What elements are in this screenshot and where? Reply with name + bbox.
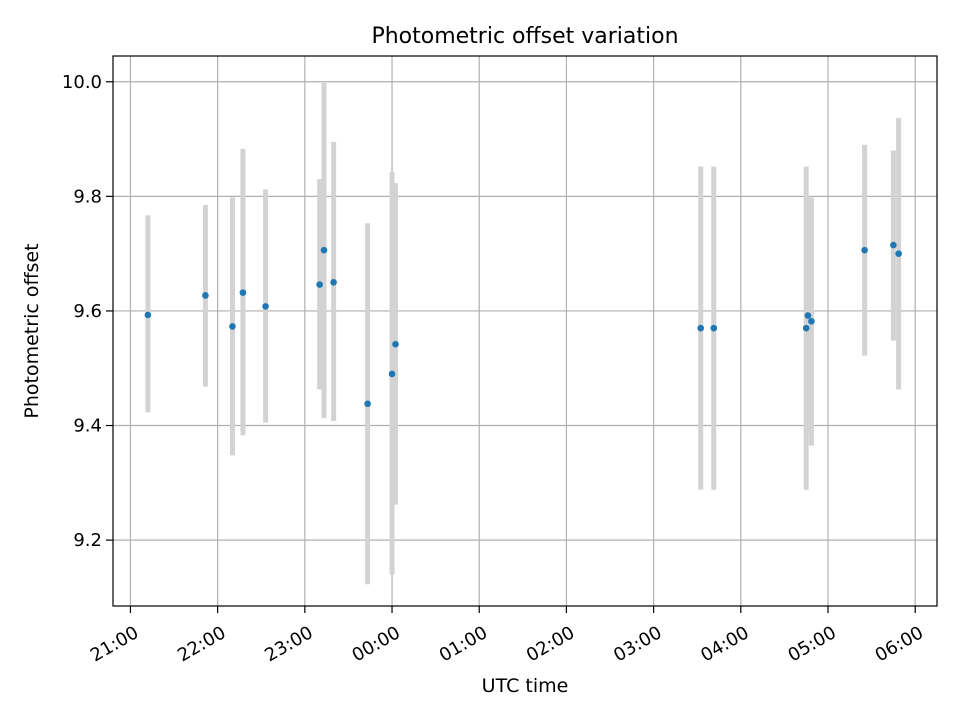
data-point [895, 250, 902, 257]
data-points [144, 241, 902, 408]
x-axis-label: UTC time [482, 675, 569, 697]
y-tick-label: 9.4 [73, 416, 102, 437]
data-point [239, 289, 247, 296]
y-tick-label: 9.2 [73, 530, 102, 551]
data-point [144, 311, 152, 319]
y-axis-label: Photometric offset [21, 243, 43, 418]
data-point [388, 370, 396, 378]
data-point [861, 246, 868, 254]
y-tick-label: 9.6 [73, 301, 102, 322]
plot-area-frame [112, 55, 938, 607]
chart-title: Photometric offset variation [371, 24, 678, 49]
data-point [890, 241, 897, 249]
data-point [202, 292, 209, 299]
data-point [802, 324, 810, 332]
data-point [316, 281, 323, 288]
data-point [330, 279, 337, 286]
data-point [229, 323, 236, 330]
data-point [364, 400, 371, 408]
data-point [392, 340, 399, 348]
data-point [320, 246, 328, 254]
data-point [710, 324, 718, 332]
grid-lines [113, 56, 937, 606]
data-point [808, 317, 815, 325]
data-point [804, 312, 812, 319]
y-tick-label: 10.0 [62, 72, 102, 93]
data-point [697, 324, 704, 332]
y-axis: 9.2 9.4 9.6 9.8 10.0 [62, 72, 113, 551]
data-point [262, 303, 269, 310]
y-tick-label: 9.8 [73, 186, 102, 207]
